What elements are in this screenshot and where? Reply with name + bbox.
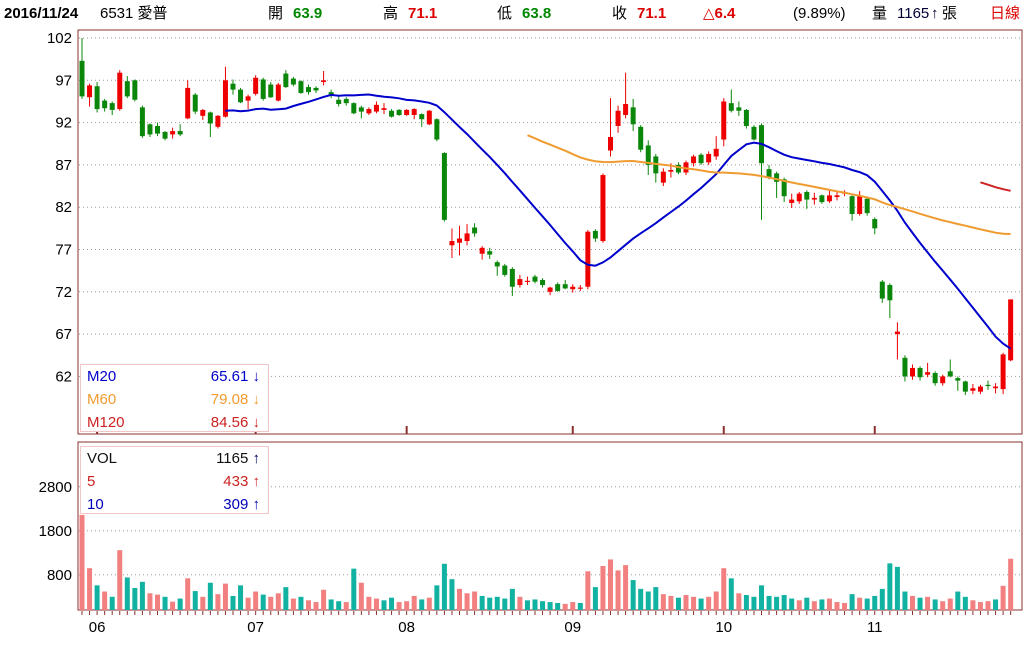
ma-legend: M20 65.61 ↓ M60 79.08 ↓ M120 84.56 ↓ [80,364,269,432]
vol-ma5-name: 5 [87,473,96,490]
low-value: 63.8 [522,5,552,22]
price-axis-label: 72 [55,284,72,301]
ma20-value: 65.61 [210,368,249,385]
period-selector[interactable]: 日線 [990,5,1021,22]
volume-bars [79,514,1014,610]
up-arrow-icon: ↑ [252,496,261,513]
high-value: 71.1 [408,5,438,22]
up-arrow-icon: ↑ [252,450,261,467]
price-gridlines: 102 97 92 87 82 77 72 67 62 [47,30,1021,385]
moving-averages [225,93,1012,350]
time-tick-marks [81,611,1012,615]
price-axis-label: 92 [55,115,72,132]
vol-name: VOL [87,450,118,467]
ma-legend-row-m20: M20 65.61 ↓ [81,365,268,388]
ma120-value: 84.56 [210,414,249,431]
price-axis-label: 97 [55,72,72,89]
month-label: 07 [247,619,264,636]
down-arrow-icon: ↓ [252,414,261,431]
high-label: 高 [383,5,399,22]
month-label: 08 [398,619,415,636]
down-arrow-icon: ↓ [252,391,261,408]
vol-legend-row-vol: VOL 1165 ↑ [81,447,268,470]
symbol-label[interactable]: 6531 愛普 [100,5,168,22]
volume-label: 量 [872,5,888,22]
month-label: 10 [715,619,732,636]
down-arrow-icon: ↓ [252,368,261,385]
vol-ma5-value: 433 [223,473,249,490]
ma20-name: M20 [87,368,117,385]
change-value: △6.4 [703,5,736,22]
volume-axis-label: 1800 [39,523,72,540]
month-label: 09 [564,619,581,636]
ma120-name: M120 [87,414,125,431]
ma60-name: M60 [87,391,117,408]
date-label: 2016/11/24 [4,5,79,22]
close-label: 收 [612,5,628,22]
pane-frames [77,29,1023,611]
vol-legend-row-ma5: 5 433 ↑ [81,470,268,493]
volume-value: 1165 [897,5,930,22]
ma60-value: 79.08 [210,391,249,408]
price-axis-label: 67 [55,326,72,343]
month-label: 11 [867,619,883,636]
price-axis-label: 62 [55,368,72,385]
price-axis-label: 102 [47,30,72,47]
low-label: 低 [497,5,513,22]
change-pct-value: (9.89%) [793,5,846,22]
ma-legend-row-m120: M120 84.56 ↓ [81,411,268,434]
price-axis-label: 82 [55,199,72,216]
candlesticks [79,38,1014,396]
close-value: 71.1 [637,5,667,22]
price-axis-label: 87 [55,157,72,174]
month-axis: 06 07 08 09 10 11 [89,426,883,636]
open-value: 63.9 [293,5,323,22]
up-arrow-icon: ↑ [252,473,261,490]
ma-legend-row-m60: M60 79.08 ↓ [81,388,268,411]
price-axis-label: 77 [55,242,72,259]
month-label: 06 [89,619,106,636]
vol-legend-row-ma10: 10 309 ↑ [81,493,268,516]
volume-legend: VOL 1165 ↑ 5 433 ↑ 10 309 ↑ [80,446,269,514]
volume-up-arrow-icon: ↑ [931,5,939,22]
vol-ma10-value: 309 [223,496,249,513]
vol-value: 1165 [216,450,249,467]
volume-axis-label: 2800 [39,479,72,496]
volume-unit: 張 [942,5,958,22]
volume-axis-label: 800 [47,567,72,584]
open-label: 開 [268,5,284,22]
vol-ma10-name: 10 [87,496,104,513]
